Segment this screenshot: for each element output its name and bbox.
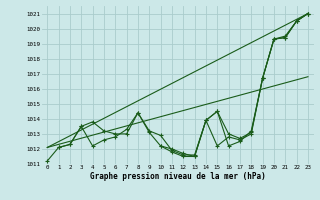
X-axis label: Graphe pression niveau de la mer (hPa): Graphe pression niveau de la mer (hPa) xyxy=(90,172,266,181)
